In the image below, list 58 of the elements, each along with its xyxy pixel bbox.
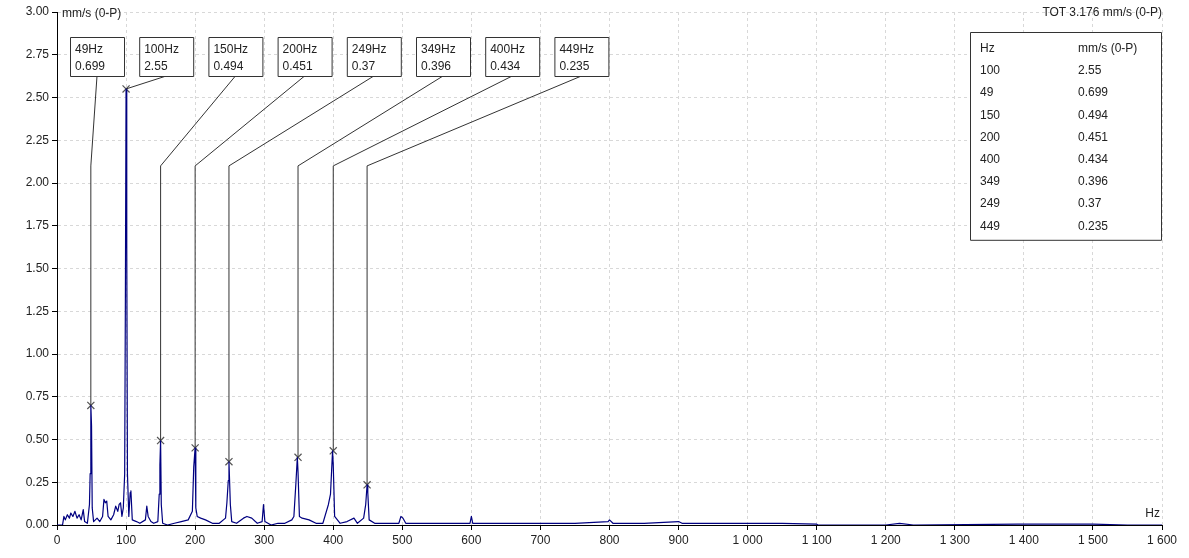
x-tick-label: 1 200 [870,532,902,547]
y-tick-label: 3.00 [25,4,50,19]
y-tick-label: 2.00 [25,175,50,190]
x-tick-label: 800 [599,532,620,547]
x-tick-label: 400 [323,532,344,547]
x-tick-label: 100 [116,532,137,547]
text: Hz mm/s (0-P) [980,41,1138,55]
point [329,446,338,455]
annotation: 150Hz 0.494 [213,42,249,73]
x-tick-label: 600 [461,532,482,547]
point [224,457,234,466]
annotation: 249Hz 0.37 [351,42,387,73]
text: 249 0.37 [980,196,1102,211]
y-tick-label: 1.00 [25,346,50,361]
text: 349 0.396 [980,174,1109,189]
point [121,84,131,94]
y-tick-label: 1.50 [25,260,50,275]
annotation: 100Hz 2.55 [144,42,179,73]
y-tick-label: 0.50 [25,431,50,446]
annotation: 400Hz 0.434 [490,42,525,73]
x-tick-label: 1 000 [732,532,763,547]
y-tick-label: 2.25 [25,132,50,147]
x-tick-label: 700 [530,532,551,547]
text: 150 0.494 [980,107,1109,122]
y-tick-label: 2.75 [25,47,50,62]
y-tick-label: 1.25 [25,303,50,318]
point [190,443,200,453]
y-tick-label: 1.75 [25,218,50,233]
x-tick-label: 1 300 [939,532,971,547]
annotation: TOT 3.176 mm/s (0-P) [1042,5,1162,19]
x-axis-title: Hz [1145,506,1160,520]
x-tick-label: 1 100 [801,532,833,547]
text: 49 0.699 [980,85,1109,100]
y-tick-label: 0.75 [25,389,50,404]
text: 449 0.235 [980,218,1109,233]
y-tick-label: 0.25 [25,474,50,489]
text: 100 2.55 [980,63,1102,78]
point [156,436,165,445]
text: 400 0.434 [980,152,1109,166]
y-tick-label: 0.00 [25,517,50,532]
point [86,401,95,410]
point [293,453,303,462]
annotation: 49Hz 0.699 [75,42,106,73]
x-tick-label: 300 [254,532,275,547]
x-tick-label: 200 [185,532,206,547]
x-tick-label: 500 [392,532,413,547]
x-tick-label: 1 400 [1008,532,1040,547]
annotation: 349Hz 0.396 [421,42,456,73]
x-tick-label: 0 [53,532,61,547]
x-tick-label: 900 [668,532,689,547]
annotation: 449Hz 0.235 [559,42,595,73]
point [362,480,372,489]
x-tick-label: 1 600 [1146,532,1178,547]
x-tick-label: 1 500 [1077,532,1109,547]
y-tick-label: 2.50 [25,89,50,104]
text: 200 0.451 [980,129,1109,144]
annotation: 200Hz 0.451 [282,42,318,73]
y-axis-title: mm/s (0-P) [62,6,122,20]
